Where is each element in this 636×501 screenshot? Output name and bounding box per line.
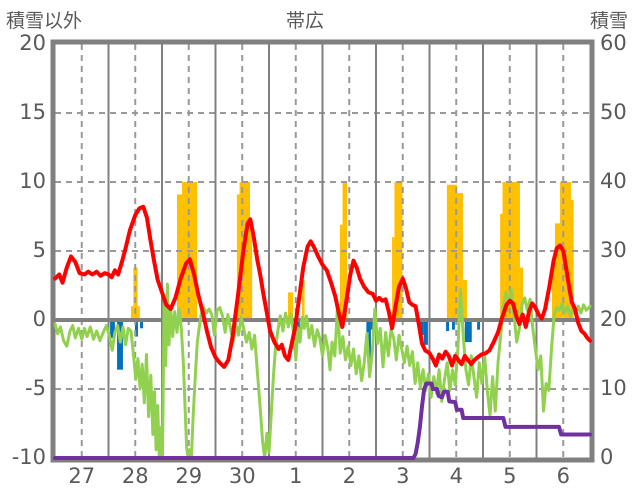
blue-bars bbox=[477, 320, 481, 330]
x-axis-tick: 4 bbox=[449, 464, 463, 488]
right-axis-tick: 0 bbox=[600, 445, 614, 469]
blue-bars bbox=[140, 320, 144, 329]
green-line bbox=[53, 282, 592, 460]
right-axis-title: 積雪 bbox=[589, 10, 628, 32]
orange-bars bbox=[137, 306, 140, 320]
left-axis-tick: 20 bbox=[19, 31, 46, 55]
snow-depth-line bbox=[53, 381, 592, 460]
orange-bars bbox=[130, 306, 134, 320]
right-axis-tick: 50 bbox=[600, 100, 627, 124]
left-axis-tick: -10 bbox=[11, 445, 46, 469]
right-axis-tick: 20 bbox=[600, 307, 627, 331]
blue-bars bbox=[419, 320, 424, 336]
blue-bars bbox=[451, 320, 455, 330]
orange-bars bbox=[133, 267, 136, 320]
x-axis-tick: 1 bbox=[289, 464, 303, 488]
right-axis-tick: 10 bbox=[600, 376, 627, 400]
orange-bars bbox=[554, 223, 561, 320]
blue-bars bbox=[446, 320, 450, 332]
blue-bars bbox=[134, 320, 138, 337]
x-axis-tick: 6 bbox=[556, 464, 570, 488]
orange-bars bbox=[236, 194, 240, 320]
orange-bars bbox=[500, 213, 503, 320]
blue-bars bbox=[366, 320, 369, 333]
x-axis-tick: 2 bbox=[342, 464, 356, 488]
x-axis-tick: 30 bbox=[228, 464, 256, 488]
orange-bars bbox=[446, 184, 458, 320]
left-axis-tick: -5 bbox=[25, 376, 46, 400]
left-axis-tick: 10 bbox=[19, 169, 46, 193]
orange-bars bbox=[301, 279, 305, 320]
orange-bars bbox=[287, 292, 294, 320]
orange-bars bbox=[250, 223, 253, 320]
left-axis-tick: 15 bbox=[19, 100, 46, 124]
orange-bars bbox=[571, 199, 574, 320]
right-axis-tick: 30 bbox=[600, 238, 627, 262]
left-axis-tick: 5 bbox=[32, 238, 46, 262]
blue-bars bbox=[368, 320, 371, 376]
blue-bars bbox=[110, 320, 115, 338]
blue-bars bbox=[464, 320, 472, 343]
x-axis-tick: 28 bbox=[121, 464, 149, 488]
orange-bars bbox=[552, 264, 555, 320]
chart-title: 帯広 bbox=[285, 10, 324, 32]
x-axis-tick: 27 bbox=[68, 464, 96, 488]
right-axis-tick: 60 bbox=[600, 31, 627, 55]
orange-bars bbox=[176, 194, 183, 320]
orange-bars bbox=[457, 193, 463, 320]
orange-bars bbox=[519, 267, 524, 320]
left-axis-tick: 0 bbox=[32, 307, 46, 331]
right-axis-tick: 40 bbox=[600, 169, 627, 193]
blue-bars bbox=[423, 320, 428, 345]
x-axis-tick: 5 bbox=[503, 464, 517, 488]
blue-bars bbox=[297, 320, 300, 330]
blue-bars bbox=[370, 320, 374, 330]
red-line bbox=[53, 204, 592, 369]
x-axis-tick: 3 bbox=[396, 464, 410, 488]
left-axis-title: 積雪以外 bbox=[6, 10, 83, 32]
orange-bars bbox=[462, 279, 467, 320]
x-axis-tick: 29 bbox=[175, 464, 203, 488]
orange-bars bbox=[339, 224, 343, 320]
orange-bars bbox=[392, 237, 395, 320]
blue-bars bbox=[117, 320, 123, 370]
orange-bars bbox=[135, 267, 138, 320]
